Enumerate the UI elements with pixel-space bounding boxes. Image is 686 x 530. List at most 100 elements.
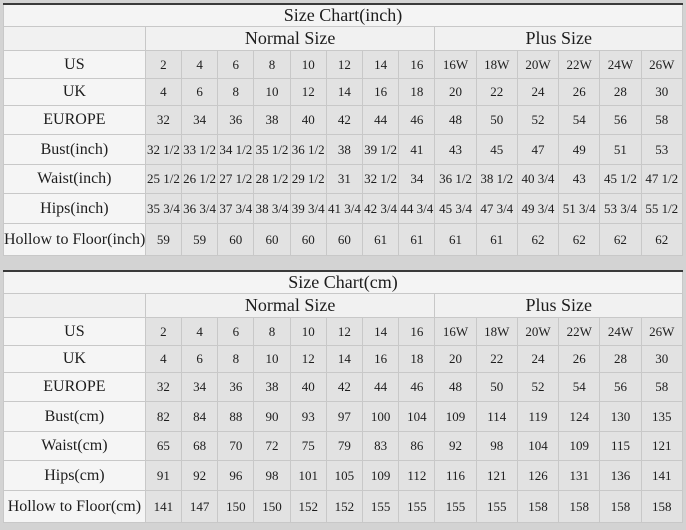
size-value-cell: 53 3/4 <box>599 193 642 224</box>
size-value-cell: 4 <box>144 78 183 106</box>
size-value-cell: 56 <box>599 105 642 135</box>
size-value-cell: 33 1/2 <box>180 134 219 165</box>
size-value-cell: 101 <box>289 460 327 491</box>
size-value-cell: 46 <box>398 105 436 135</box>
size-value-cell: 42 <box>325 372 364 402</box>
size-value-cell: 14 <box>325 345 364 373</box>
size-value-cell: 40 <box>289 105 327 135</box>
size-value-cell: 38 <box>253 105 291 135</box>
size-value-cell: 72 <box>253 431 291 461</box>
size-value-cell: 2 <box>144 50 183 79</box>
row-label: UK <box>3 345 146 373</box>
size-value-cell: 26W <box>640 317 684 346</box>
size-value-cell: 36 <box>217 105 255 135</box>
size-value-cell: 155 <box>398 490 436 523</box>
size-value-cell: 47 1/2 <box>640 164 684 194</box>
size-value-cell: 47 <box>516 134 560 165</box>
size-value-cell: 12 <box>289 78 327 106</box>
size-value-cell: 30 <box>640 345 684 373</box>
size-value-cell: 38 <box>253 372 291 402</box>
size-value-cell: 45 1/2 <box>599 164 642 194</box>
size-value-cell: 26 <box>558 78 601 106</box>
size-value-cell: 6 <box>181 345 219 373</box>
size-value-cell: 114 <box>475 401 518 432</box>
size-value-cell: 82 <box>144 401 183 432</box>
size-value-cell: 105 <box>325 460 364 491</box>
size-value-cell: 34 <box>181 372 219 402</box>
size-value-cell: 44 <box>362 372 400 402</box>
corner-cell <box>3 293 146 318</box>
size-value-cell: 18 <box>398 78 436 106</box>
size-value-cell: 22W <box>558 317 601 346</box>
size-chart-cm: Size Chart(cm) Normal Size Plus Size US 2 4 6 8… <box>3 270 684 523</box>
size-value-cell: 70 <box>217 431 255 461</box>
size-value-cell: 36 <box>217 372 255 402</box>
size-value-cell: 22W <box>558 50 601 79</box>
size-value-cell: 135 <box>640 401 684 432</box>
size-value-cell: 34 <box>180 105 219 135</box>
size-value-cell: 47 3/4 <box>475 193 518 224</box>
size-value-cell: 52 <box>516 372 560 402</box>
size-value-cell: 6 <box>180 78 219 106</box>
size-chart-inch-table: Size Chart(inch) Normal Size Plus Size US 2 4… <box>3 3 684 256</box>
size-value-cell: 43 <box>558 164 601 194</box>
size-value-cell: 10 <box>253 345 291 373</box>
size-value-cell: 40 <box>289 372 327 402</box>
size-value-cell: 24 <box>516 78 560 106</box>
size-value-cell: 150 <box>253 490 291 523</box>
size-value-cell: 37 3/4 <box>217 193 255 224</box>
size-value-cell: 22 <box>475 78 518 106</box>
size-value-cell: 8 <box>253 317 291 346</box>
size-value-cell: 16W <box>434 317 477 346</box>
row-label: Bust(inch) <box>3 134 146 165</box>
size-value-cell: 39 3/4 <box>289 193 327 224</box>
row-label: Waist(inch) <box>3 164 146 194</box>
size-value-cell: 45 <box>475 134 518 165</box>
size-value-cell: 30 <box>640 78 684 106</box>
size-value-cell: 16 <box>362 345 400 373</box>
size-value-cell: 14 <box>362 317 400 346</box>
size-value-cell: 10 <box>289 50 327 79</box>
size-value-cell: 35 3/4 <box>144 193 183 224</box>
size-value-cell: 65 <box>144 431 183 461</box>
size-value-cell: 8 <box>253 50 291 79</box>
size-value-cell: 24W <box>599 317 642 346</box>
size-value-cell: 20W <box>516 317 560 346</box>
size-value-cell: 2 <box>144 317 183 346</box>
size-value-cell: 62 <box>516 223 560 256</box>
size-value-cell: 104 <box>398 401 436 432</box>
size-value-cell: 50 <box>475 372 518 402</box>
size-value-cell: 20 <box>434 345 477 373</box>
size-value-cell: 51 <box>599 134 642 165</box>
size-value-cell: 58 <box>640 105 684 135</box>
size-value-cell: 131 <box>558 460 601 491</box>
size-value-cell: 147 <box>181 490 219 523</box>
row-label: Hips(inch) <box>3 193 146 224</box>
row-label: EUROPE <box>3 372 146 402</box>
corner-cell <box>3 26 146 51</box>
size-value-cell: 4 <box>144 345 183 373</box>
size-value-cell: 39 1/2 <box>362 134 400 165</box>
size-value-cell: 109 <box>558 431 601 461</box>
size-value-cell: 121 <box>475 460 518 491</box>
size-value-cell: 152 <box>325 490 364 523</box>
size-value-cell: 155 <box>475 490 518 523</box>
size-value-cell: 18W <box>475 50 518 79</box>
size-value-cell: 109 <box>362 460 400 491</box>
size-value-cell: 46 <box>398 372 436 402</box>
size-value-cell: 40 3/4 <box>516 164 560 194</box>
size-value-cell: 92 <box>181 460 219 491</box>
size-value-cell: 36 1/2 <box>434 164 477 194</box>
size-value-cell: 62 <box>640 223 684 256</box>
size-value-cell: 158 <box>640 490 684 523</box>
size-value-cell: 14 <box>325 78 364 106</box>
size-value-cell: 136 <box>599 460 642 491</box>
size-value-cell: 59 <box>180 223 219 256</box>
row-label: Hollow to Floor(cm) <box>3 490 146 523</box>
size-value-cell: 24 <box>516 345 560 373</box>
size-value-cell: 6 <box>217 317 255 346</box>
size-value-cell: 8 <box>217 345 255 373</box>
size-value-cell: 12 <box>289 345 327 373</box>
column-group-row: Normal Size Plus Size <box>3 293 683 318</box>
